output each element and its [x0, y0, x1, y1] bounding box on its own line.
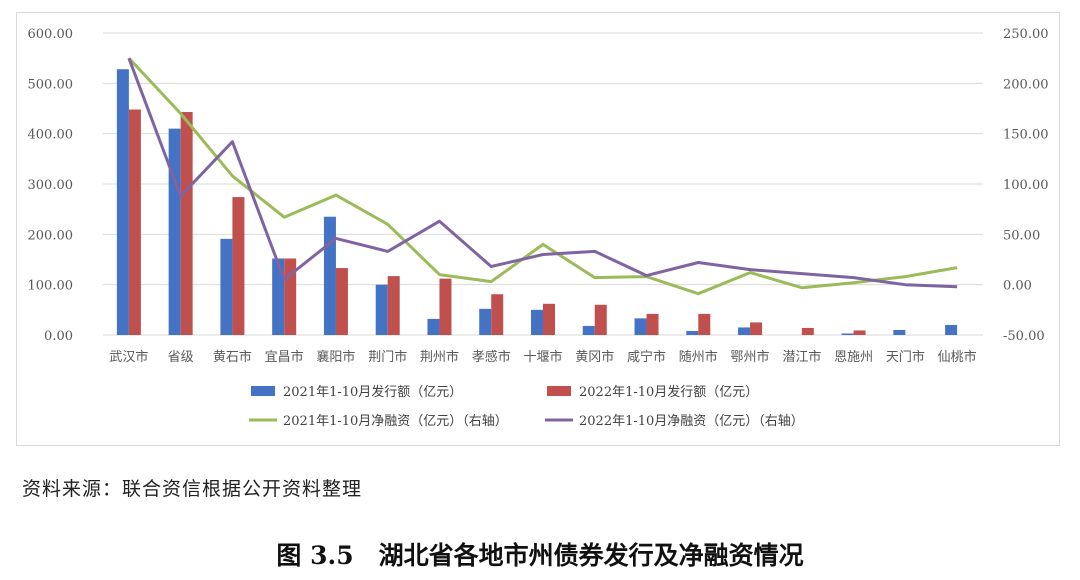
x-tick-label: 襄阳市 [316, 349, 355, 365]
line-2022 [127, 57, 958, 289]
bar-2022 [543, 303, 555, 335]
bar-2022 [232, 197, 245, 335]
bar-2022 [646, 313, 659, 335]
bar-2021 [945, 324, 958, 335]
x-tick-label: 潜江市 [782, 349, 821, 365]
bar-2022 [750, 322, 763, 335]
y-right-tick-label: 150.00 [1003, 128, 1049, 143]
bar-2022 [594, 304, 607, 335]
x-tick-label: 随州市 [679, 349, 718, 365]
y-left-tick-label: 500.00 [28, 77, 74, 92]
x-tick-label: 仙桃市 [938, 349, 977, 365]
bar-2021 [634, 318, 647, 335]
bar-2021 [841, 333, 854, 335]
x-tick-label: 十堰市 [523, 349, 562, 365]
bar-2022 [801, 327, 814, 335]
bar-2022 [491, 294, 504, 335]
x-tick-label: 鄂州市 [731, 349, 770, 365]
bar-2021 [375, 284, 388, 335]
bar-2021 [738, 327, 751, 335]
bar-2022 [387, 276, 400, 335]
bar-2021 [220, 238, 233, 335]
y-left-tick-label: 100.00 [28, 279, 74, 294]
bar-2021 [893, 329, 906, 335]
bar-2022 [439, 278, 452, 335]
bar-2021 [272, 258, 285, 335]
y-right-tick-label: -50.00 [1003, 329, 1045, 344]
bar-2021 [168, 128, 181, 335]
bar-2022 [698, 313, 711, 335]
y-left-tick-label: 600.00 [28, 27, 74, 42]
x-tick-label: 荆门市 [368, 349, 407, 365]
x-tick-label: 荆州市 [420, 349, 459, 365]
x-tick-label: 黄石市 [213, 349, 252, 365]
legend-label: 2021年1-10月净融资（亿元）（右轴） [283, 414, 508, 429]
y-right-tick-label: 200.00 [1003, 77, 1049, 92]
bar-2021 [686, 330, 699, 335]
y-right-tick-label: 0.00 [1003, 279, 1032, 294]
bar-2021 [116, 69, 129, 336]
legend-label: 2022年1-10月发行额（亿元） [579, 384, 758, 400]
chart-svg: 0.00 100.00 200.00 300.00 400.00 500.00 600.00… [28, 27, 1049, 429]
bar-2022 [335, 268, 348, 335]
bar-2022 [180, 112, 193, 335]
bar-2021 [323, 216, 336, 335]
bar-2022 [853, 330, 866, 335]
x-tick-label: 武汉市 [109, 349, 148, 365]
y-right-tick-label: 100.00 [1003, 178, 1049, 193]
legend-swatch [547, 386, 571, 396]
y-left-tick-label: 200.00 [28, 228, 74, 243]
bar-2021 [427, 318, 440, 335]
bar-2021 [531, 309, 543, 335]
x-tick-label: 宜昌市 [265, 349, 304, 365]
bar-2021 [582, 325, 595, 335]
x-tick-label: 天门市 [886, 349, 925, 365]
bar-2022 [128, 109, 141, 335]
x-tick-label: 咸宁市 [627, 349, 666, 365]
x-tick-label: 孝感市 [472, 349, 511, 365]
chart-frame: 0.00 100.00 200.00 300.00 400.00 500.00 600.00… [16, 12, 1060, 446]
y-left-tick-label: 300.00 [28, 178, 74, 193]
legend-swatch [251, 386, 275, 396]
legend-label: 2021年1-10月发行额（亿元） [283, 384, 462, 400]
y-left-tick-label: 400.00 [28, 128, 74, 143]
y-left-tick-label: 0.00 [44, 329, 73, 344]
source-note: 资料来源：联合资信根据公开资料整理 [22, 478, 363, 500]
y-right-tick-label: 50.00 [1003, 228, 1040, 243]
line-2021 [127, 57, 958, 296]
figure-caption: 图 3.5 湖北省各地市州债券发行及净融资情况 [276, 541, 804, 570]
y-right-tick-label: 250.00 [1003, 27, 1049, 42]
x-tick-label: 恩施州 [834, 350, 873, 365]
bar-2021 [479, 308, 492, 335]
x-tick-label: 省级 [168, 350, 194, 365]
x-tick-label: 黄冈市 [575, 349, 614, 365]
legend-label: 2022年1-10月净融资（亿元）（右轴） [579, 414, 804, 429]
